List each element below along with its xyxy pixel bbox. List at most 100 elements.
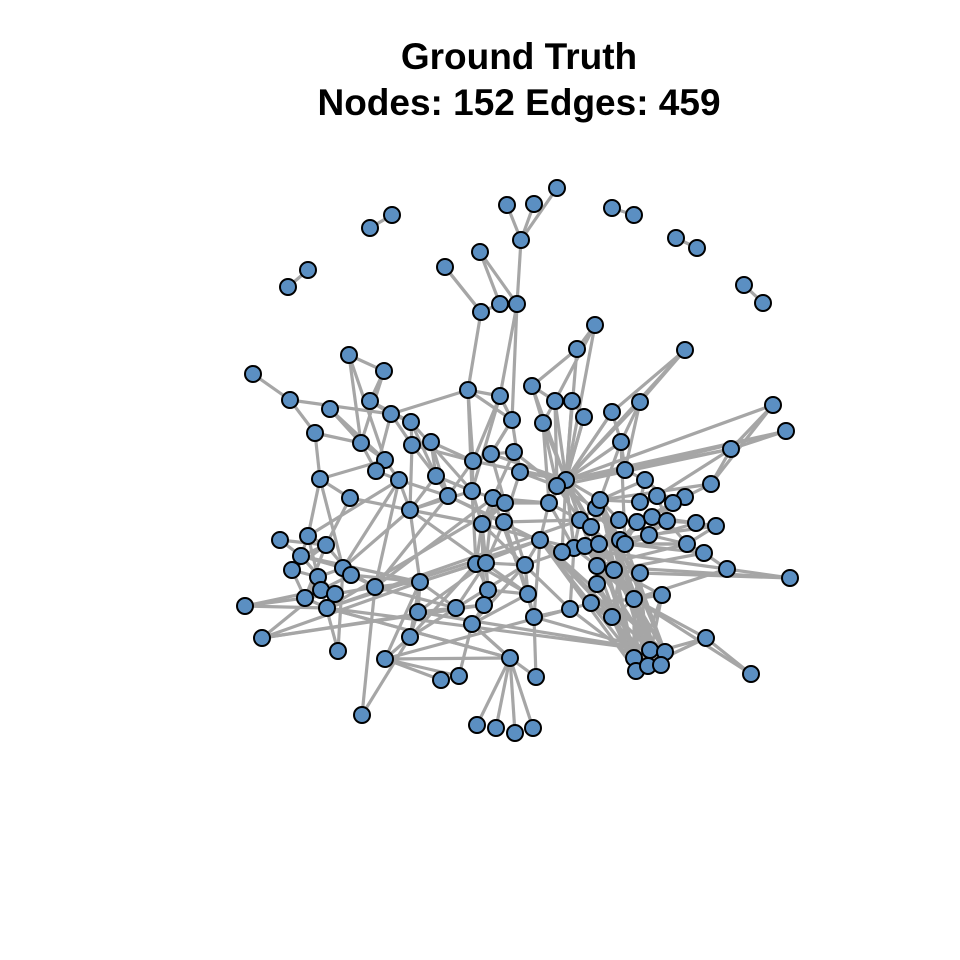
graph-edge [244, 604, 328, 610]
graph-edge [541, 422, 551, 504]
graph-edge [639, 571, 791, 580]
graph-edge [533, 615, 651, 652]
graph-edge [478, 251, 502, 305]
graph-node [279, 278, 297, 296]
graph-node [326, 585, 344, 603]
graph-node [527, 668, 545, 686]
graph-node [524, 719, 542, 737]
graph-node [439, 487, 457, 505]
graph-node [317, 536, 335, 554]
graph-node [366, 578, 384, 596]
graph-node [610, 511, 628, 529]
graph-node [468, 716, 486, 734]
graph-node [361, 392, 379, 410]
graph-node [459, 381, 477, 399]
graph-node [491, 295, 509, 313]
graph-node [531, 531, 549, 549]
graph-node [568, 340, 586, 358]
graph-node [628, 513, 646, 531]
graph-node [735, 276, 753, 294]
graph-edge [610, 348, 687, 414]
graph-node [697, 629, 715, 647]
graph-node [281, 391, 299, 409]
graph-node [477, 554, 495, 572]
graph-node [411, 573, 429, 591]
graph-edge [347, 354, 363, 444]
graph-node [511, 463, 529, 481]
graph-node [329, 642, 347, 660]
graph-edge [306, 478, 322, 537]
graph-node [631, 564, 649, 582]
graph-edge [565, 429, 787, 482]
graph-edge [553, 324, 597, 402]
graph-edge [564, 411, 614, 481]
graph-node [546, 392, 564, 410]
graph-edge [490, 452, 567, 482]
graph-edge [498, 303, 519, 397]
graph-edge [318, 478, 345, 569]
graph-edge [326, 538, 541, 610]
graph-node [652, 656, 670, 674]
graph-edge [326, 606, 666, 654]
graph-node [503, 411, 521, 429]
graph-edge [556, 447, 732, 488]
graph-edge [565, 440, 622, 482]
graph-edge [390, 388, 469, 416]
graph-edge [409, 420, 474, 493]
graph-node [473, 515, 491, 533]
graph-node [616, 461, 634, 479]
graph-node [283, 561, 301, 579]
graph-edge [553, 400, 559, 487]
graph-node [292, 547, 310, 565]
graph-edge [466, 389, 475, 462]
graph-edge [519, 187, 559, 241]
graph-edge [349, 496, 411, 512]
graph-node [625, 590, 643, 608]
graph-node [525, 195, 543, 213]
graph-edge [373, 494, 450, 589]
graph-node [553, 543, 571, 561]
graph-edge [569, 607, 635, 660]
graph-node [588, 557, 606, 575]
graph-edge [564, 479, 576, 549]
graph-node [512, 231, 530, 249]
graph-node [707, 517, 725, 535]
graph-node [777, 422, 795, 440]
graph-node [299, 527, 317, 545]
graph-node [631, 393, 649, 411]
graph-edge [564, 348, 687, 482]
graph-edge [632, 598, 667, 653]
graph-node [523, 377, 541, 395]
graph-node [340, 346, 358, 364]
graph-node [588, 575, 606, 593]
graph-node [475, 596, 493, 614]
graph-node [409, 603, 427, 621]
graph-edge [633, 597, 752, 676]
graph-node [383, 206, 401, 224]
edge-layer [244, 187, 791, 734]
graph-node [667, 229, 685, 247]
graph-edge [408, 444, 414, 511]
graph-node [695, 544, 713, 562]
graph-node [534, 414, 552, 432]
graph-node [422, 433, 440, 451]
graph-node [236, 597, 254, 615]
graph-node [519, 585, 537, 603]
graph-edge [383, 581, 422, 660]
graph-edge [515, 239, 523, 305]
graph-edge [564, 416, 586, 481]
graph-node [664, 494, 682, 512]
graph-edge [478, 251, 519, 305]
graph-node [253, 629, 271, 647]
graph-edge [470, 395, 502, 492]
graph-edge [307, 478, 400, 538]
graph-edge [648, 524, 717, 537]
graph-node [612, 433, 630, 451]
graph-node [631, 493, 649, 511]
graph-node [464, 452, 482, 470]
graph-node [311, 470, 329, 488]
graph-title: Ground Truth [400, 36, 638, 77]
graph-node [636, 471, 654, 489]
graph-node [361, 219, 379, 237]
graph-node [487, 719, 505, 737]
